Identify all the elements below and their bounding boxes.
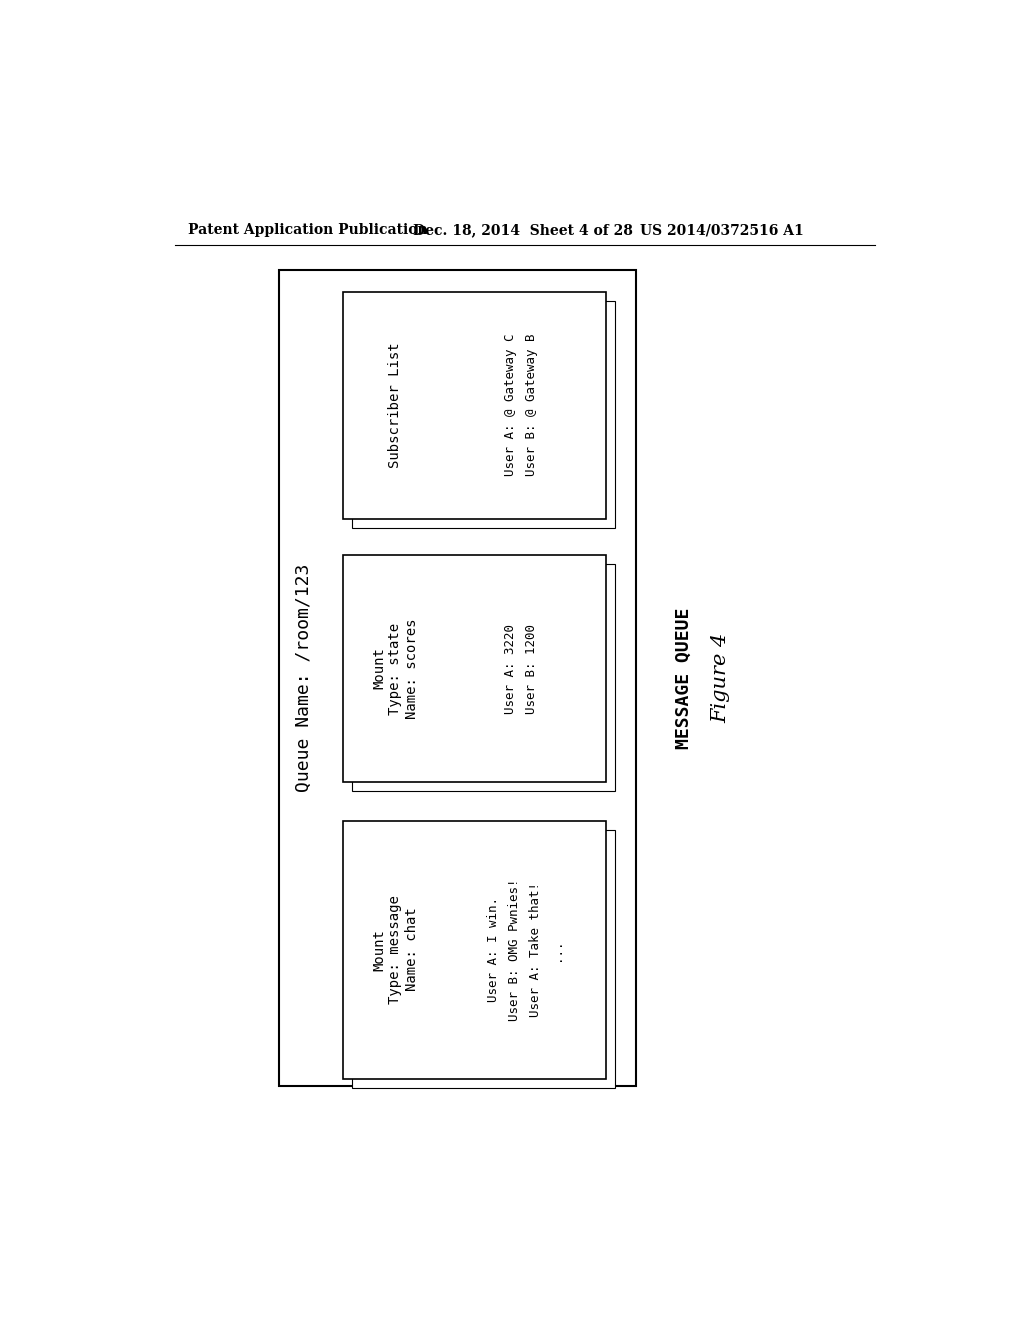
Bar: [352, 301, 615, 528]
Text: US 2014/0372516 A1: US 2014/0372516 A1: [640, 223, 803, 238]
Text: MESSAGE QUEUE: MESSAGE QUEUE: [675, 607, 692, 748]
Text: User A: 3220
User B: 1200: User A: 3220 User B: 1200: [504, 623, 538, 714]
Text: Figure 4: Figure 4: [712, 634, 730, 723]
Text: Queue Name: /room/123: Queue Name: /room/123: [295, 564, 313, 792]
Text: Dec. 18, 2014  Sheet 4 of 28: Dec. 18, 2014 Sheet 4 of 28: [414, 223, 633, 238]
Bar: [343, 821, 606, 1078]
Text: Subscriber List: Subscriber List: [388, 342, 402, 469]
Text: User A: @ Gateway C
User B: @ Gateway B: User A: @ Gateway C User B: @ Gateway B: [504, 334, 538, 477]
Text: Mount
Type: state
Name: scores: Mount Type: state Name: scores: [372, 618, 419, 719]
Text: Patent Application Publication: Patent Application Publication: [188, 223, 428, 238]
Text: Mount
Type: message
Name: chat: Mount Type: message Name: chat: [372, 895, 419, 1005]
Text: User A: I win.
User B: OMG Pwnies!
User A: Take that!
...: User A: I win. User B: OMG Pwnies! User …: [486, 878, 563, 1020]
Bar: [352, 564, 615, 792]
Bar: [343, 554, 606, 781]
Bar: [343, 292, 606, 519]
Bar: [280, 271, 636, 1086]
Bar: [352, 830, 615, 1088]
